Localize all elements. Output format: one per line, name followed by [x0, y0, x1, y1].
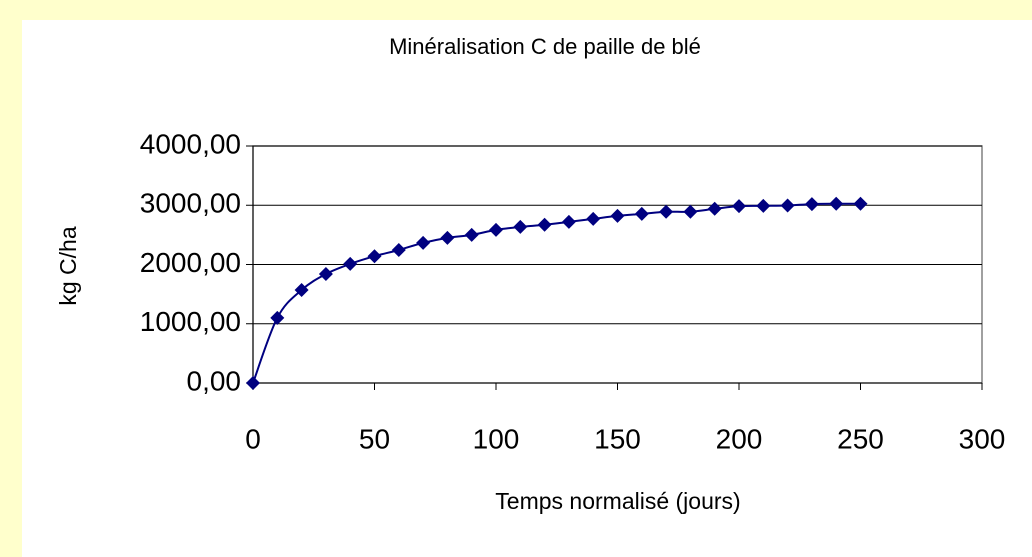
x-tick-label: 100	[473, 423, 520, 454]
x-tick-label: 0	[245, 423, 261, 454]
data-point	[440, 230, 455, 245]
data-point	[780, 198, 795, 213]
x-tick-label: 50	[359, 423, 390, 454]
x-tick-label: 150	[594, 423, 641, 454]
data-point	[246, 376, 260, 390]
y-tick-label: 4000,00	[140, 128, 241, 159]
data-point	[513, 219, 528, 234]
data-point	[804, 197, 819, 212]
x-tick-label: 250	[837, 423, 884, 454]
data-point	[659, 204, 674, 219]
data-point	[610, 208, 625, 223]
data-point	[853, 196, 868, 211]
data-point	[707, 201, 722, 216]
data-point	[270, 310, 285, 325]
x-tick-label: 300	[959, 423, 1006, 454]
data-point	[489, 222, 503, 237]
data-point	[318, 266, 333, 281]
y-tick-label: 1000,00	[140, 306, 241, 337]
data-point	[343, 256, 358, 271]
y-tick-label: 0,00	[187, 365, 242, 396]
data-point	[537, 217, 552, 232]
x-tick-label: 200	[716, 423, 763, 454]
data-point	[634, 206, 649, 221]
data-point	[829, 196, 844, 211]
data-point	[416, 235, 431, 250]
data-point	[756, 198, 771, 213]
data-point	[561, 214, 576, 229]
data-point	[586, 211, 601, 226]
data-point	[391, 242, 406, 257]
x-axis-title: Temps normalisé (jours)	[495, 488, 740, 514]
chart-background	[22, 20, 1032, 557]
data-point	[367, 249, 382, 264]
chart-title: Minéralisation C de paille de blé	[389, 34, 701, 59]
y-tick-label: 2000,00	[140, 247, 241, 278]
data-point	[683, 204, 698, 219]
data-point	[464, 227, 479, 242]
data-point	[732, 199, 746, 214]
y-axis-title: kg C/ha	[55, 226, 81, 305]
y-tick-label: 3000,00	[140, 188, 241, 219]
data-point	[294, 282, 309, 297]
